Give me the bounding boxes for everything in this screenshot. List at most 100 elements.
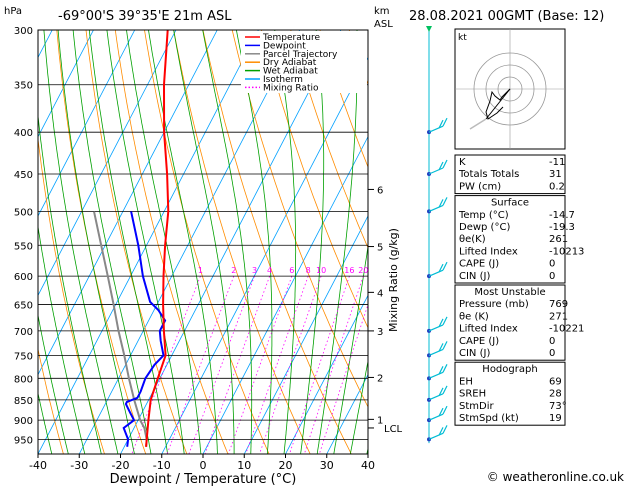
dry-adiabat-line <box>38 136 105 454</box>
mixing-ratio-label: 1 <box>198 266 203 275</box>
legend-entry: Dewpoint <box>263 41 306 51</box>
table-row-label: Temp (°C) <box>458 210 509 221</box>
table-row-value: 31 <box>549 169 562 180</box>
km-tick-label: 2 <box>377 373 383 384</box>
mixing-ratio-axis-title: Mixing Ratio (g/kg) <box>387 228 400 332</box>
table-row-value: 0 <box>549 336 555 347</box>
dry-adiabat-line <box>261 30 368 329</box>
isotherm-line <box>0 30 11 454</box>
table-row-label: K <box>459 157 466 168</box>
lcl-label: LCL <box>384 424 403 435</box>
table-row-value: -19.3 <box>549 222 575 233</box>
mixing-ratio-label: 16 <box>344 266 354 275</box>
pressure-tick-label: 350 <box>14 81 33 92</box>
wet-adiabat-line <box>38 112 102 454</box>
table-row-value: 769 <box>549 299 568 310</box>
km-tick-label: 5 <box>377 243 383 254</box>
km-tick-label: 1 <box>377 415 383 426</box>
parcel-trajectory-line <box>93 211 148 447</box>
wind-barb <box>427 341 448 358</box>
wind-marker <box>426 26 432 32</box>
pressure-axis: 300 350 400 450 500 550 600 650 700 750 800 850 900 9… <box>14 26 33 446</box>
pressure-tick-label: 900 <box>14 416 33 427</box>
wet-adiabat-line <box>88 30 168 454</box>
wind-barb <box>427 197 448 214</box>
pressure-tick-label: 750 <box>14 351 33 362</box>
wet-adiabat-lines <box>38 30 368 454</box>
mixing-ratio-lines <box>131 276 368 454</box>
temperature-axis: -40 -30 -20 -10 0 10 20 30 40 <box>29 454 375 472</box>
height-axis: 6 5 4 3 2 1 <box>368 185 383 429</box>
pressure-tick-label: 550 <box>14 241 33 252</box>
table-row-value: 73° <box>549 401 567 412</box>
table-row-value: -10213 <box>549 246 584 257</box>
x-tick-label: -30 <box>70 459 88 472</box>
pressure-tick-label: 850 <box>14 396 33 407</box>
mixing-ratio-line <box>289 276 350 454</box>
x-tick-label: -40 <box>29 459 47 472</box>
location-title: -69°00'S 39°35'E 21m ASL <box>58 9 232 24</box>
legend-entry: Dry Adiabat <box>263 58 317 68</box>
wet-adiabat-line <box>38 391 53 454</box>
mixing-ratio-label: 8 <box>306 266 311 275</box>
stability-tables: K -11 Totals Totals 31 PW (cm) 0.2 SurfaceTemp… <box>454 154 584 426</box>
km-tick-label: 4 <box>377 288 383 299</box>
mixing-ratio-line <box>318 303 368 454</box>
table-row-value: 69 <box>549 376 562 387</box>
wind-barb <box>427 425 448 442</box>
dry-adiabat-line <box>290 30 368 249</box>
hodograph-unit-label: kt <box>458 33 467 43</box>
table-row-value: 0.2 <box>549 181 565 192</box>
wet-adiabat-line <box>148 30 218 454</box>
wet-adiabat-line <box>126 30 202 454</box>
asl-label: ASL <box>374 19 393 30</box>
isotherm-line <box>38 30 136 217</box>
datetime-title: 28.08.2021 00GMT (Base: 12) <box>409 9 604 24</box>
isotherm-line <box>38 30 259 454</box>
wind-barb <box>427 117 448 135</box>
table-row-value: 0 <box>549 271 555 282</box>
table-row-value: 28 <box>549 389 562 400</box>
wind-barb <box>427 316 448 333</box>
table-row-label: CAPE (J) <box>459 259 499 270</box>
legend-entry: Mixing Ratio <box>263 83 319 93</box>
wet-adiabat-line <box>43 30 119 454</box>
table-row-value: -10221 <box>549 324 584 335</box>
hpa-label: hPa <box>4 6 22 17</box>
mixing-ratio-label: 2 <box>231 266 236 275</box>
wet-adiabat-line <box>349 359 368 454</box>
table-row-value: 271 <box>549 311 568 322</box>
dry-adiabat-line <box>583 30 629 454</box>
table-row-label: StmSpd (kt) <box>459 413 519 424</box>
table-row-value: 19 <box>549 413 562 424</box>
pressure-tick-label: 950 <box>14 435 33 446</box>
table-row-label: CAPE (J) <box>459 336 499 347</box>
wet-adiabat-line <box>316 30 358 454</box>
table-row-label: Lifted Index <box>459 246 518 257</box>
table-row-label: CIN (J) <box>459 348 490 359</box>
table-section <box>454 284 566 361</box>
km-tick-label: 6 <box>377 185 383 196</box>
dry-adiabat-line <box>173 30 311 454</box>
hodograph: kt <box>454 28 566 150</box>
hodograph-trace <box>485 88 511 120</box>
mixing-ratio-labels: 1 2 3 4 6 8 10 16 20 <box>198 266 369 275</box>
x-tick-label: 10 <box>237 459 251 472</box>
dry-adiabat-line <box>612 30 629 454</box>
wet-adiabat-line <box>38 223 86 454</box>
dewpoint-line <box>122 211 167 447</box>
pressure-tick-label: 600 <box>14 272 33 283</box>
dry-adiabat-line <box>231 30 368 408</box>
table-row-value: 261 <box>549 234 568 245</box>
dry-adiabat-line <box>114 30 229 454</box>
mixing-ratio-line <box>245 276 309 454</box>
wind-barb <box>427 364 448 381</box>
wet-adiabat-line <box>236 30 273 454</box>
legend-entry: Wet Adiabat <box>263 67 318 77</box>
table-row-value: 0 <box>549 348 555 359</box>
pressure-tick-label: 800 <box>14 374 33 385</box>
km-label: km <box>374 6 390 17</box>
wet-adiabat-line <box>202 30 253 454</box>
table-row-label: Dewp (°C) <box>459 222 510 233</box>
